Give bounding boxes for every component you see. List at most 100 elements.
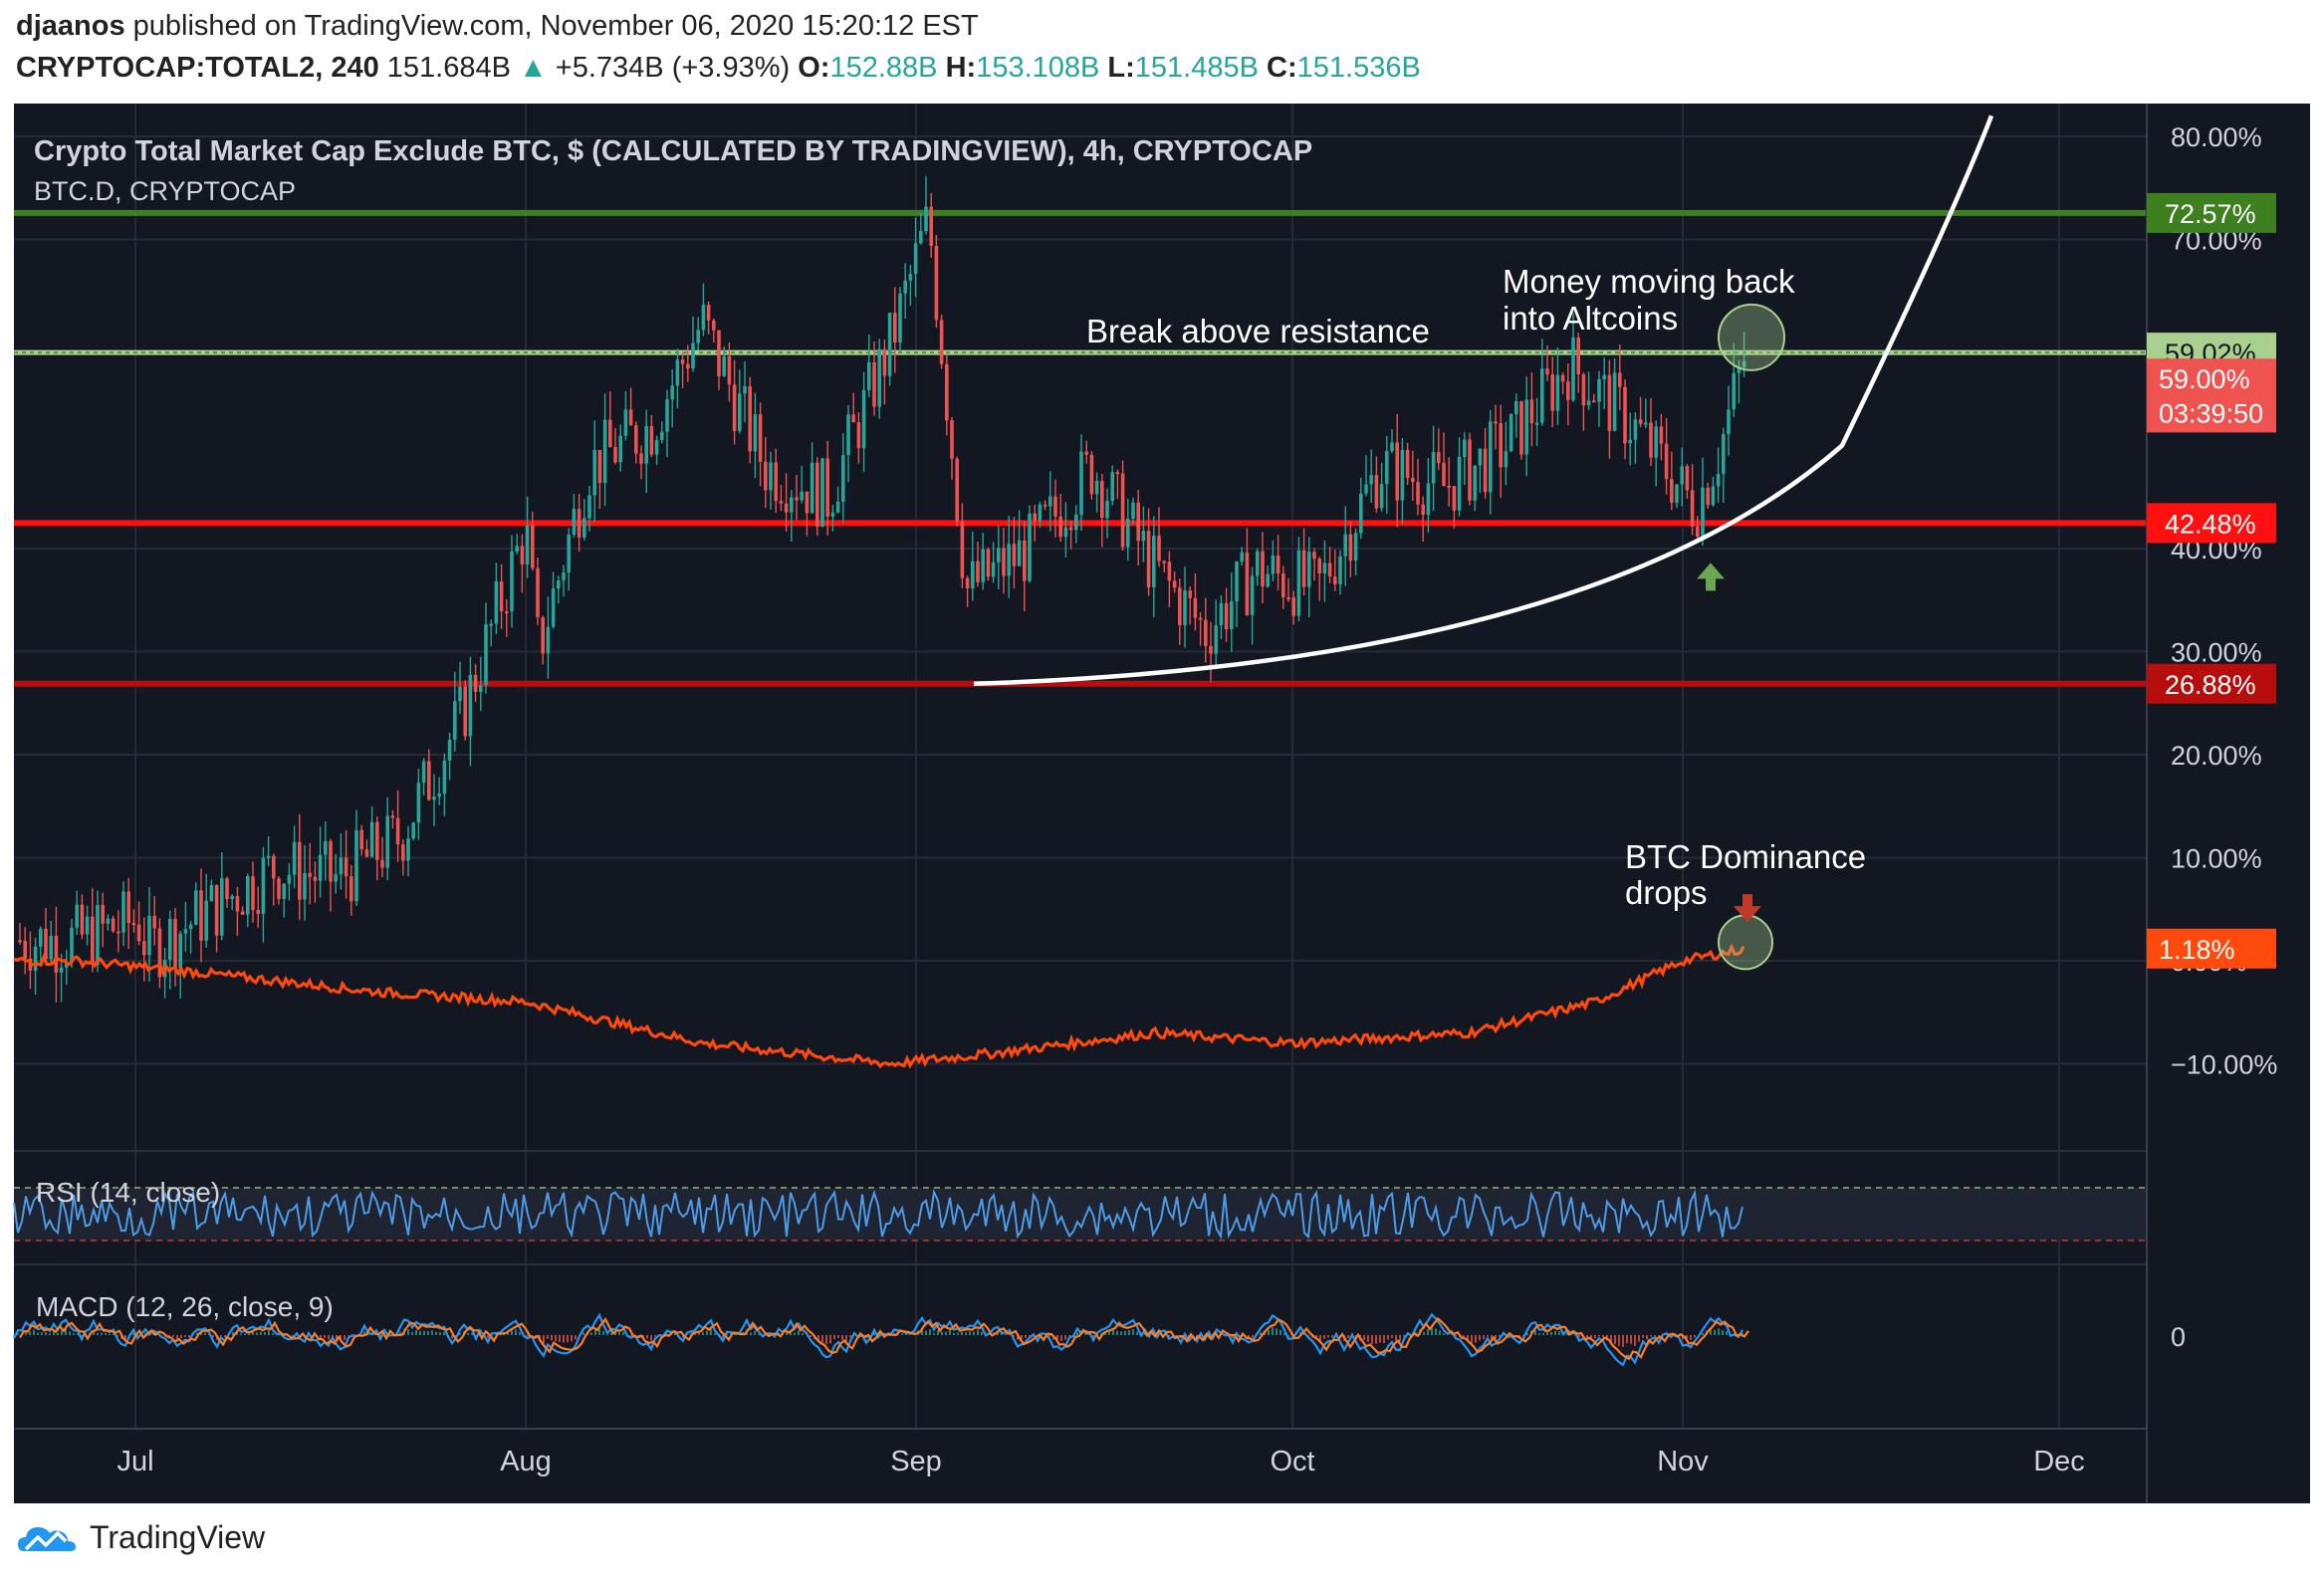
candle-body [287,874,292,884]
candle-body [70,927,74,963]
candle-body [380,859,384,868]
candle-body [96,905,100,966]
candle-body [1499,423,1503,468]
candle-body [1100,481,1104,519]
candle-body [1597,379,1601,402]
candle-body [608,419,612,447]
candle-body [411,822,415,839]
candle-body [887,313,892,376]
axes: 80.00%70.00%40.00%30.00%20.00%10.00%0.00… [14,104,2277,1503]
candle-body [536,567,540,618]
candle-body [577,509,581,538]
candle-body [1152,536,1156,587]
candle-body [499,581,504,612]
candle-body [468,674,473,737]
candle-body [1230,601,1234,630]
open-value: 152.88B [829,52,938,84]
candle-body [986,549,991,577]
candle-body [1524,399,1528,455]
candle-body [1007,544,1011,576]
candle-body [800,491,804,501]
candle-body [623,409,628,436]
candle-body [1529,399,1534,424]
candle-body [1038,504,1043,522]
candle-body [318,854,323,881]
tradingview-footer: TradingView [16,1517,265,1557]
price-chart[interactable]: 80.00%70.00%40.00%30.00%20.00%10.00%0.00… [0,100,2324,1503]
candle-body [1317,559,1321,574]
candle-body [618,435,622,463]
highlight-circle-top [1718,303,1785,371]
candle-body [1732,372,1736,410]
candle-body [861,389,866,449]
level-tag-text: 26.88% [2165,670,2256,700]
candle-body [1094,481,1099,495]
candle-body [401,844,405,861]
candle-body [1110,472,1114,502]
candle-body [1421,504,1425,516]
candle-body [830,512,835,517]
high-value: 153.108B [976,52,1100,84]
candle-body [220,878,224,936]
candle-body [390,815,395,818]
candle-body [1722,433,1726,474]
candle-body [1607,374,1612,431]
candle-body [1545,368,1549,375]
candle-body [432,796,436,800]
y-tick-label: 80.00% [2171,122,2262,152]
candle-body [152,915,156,929]
candle-body [784,503,789,513]
candle-body [991,562,996,577]
annotation-marks [1697,303,1785,971]
candle-body [1188,590,1192,598]
up-arrow-icon: ▲ [519,52,548,84]
candle-series [18,175,1746,1004]
candle-body [75,904,79,928]
candle-body [1126,519,1130,548]
candle-body [282,883,286,899]
annotation-money-line2: into Altcoins [1503,300,1678,337]
candle-body [1659,426,1664,444]
annotation-dominance-line1: BTC Dominance [1625,838,1866,875]
candle-body [1369,475,1373,485]
candle-body [1509,414,1513,452]
candle-body [1048,496,1052,507]
candle-body [1266,573,1270,587]
candle-body [1172,580,1177,588]
candle-body [91,916,95,966]
candle-body [1426,483,1431,516]
tradingview-brand[interactable]: TradingView [90,1518,266,1555]
candle-body [1261,551,1265,587]
price-tag-text: 1.18% [2159,935,2235,965]
candle-body [147,915,151,956]
candle-body [1120,473,1125,548]
candle-body [1364,484,1368,494]
low-value: 151.485B [1134,52,1259,84]
candle-body [1183,590,1187,625]
candle-body [582,518,586,538]
candle-body [541,617,545,654]
trend-curve [973,114,1994,687]
symbol-label[interactable]: CRYPTOCAP:TOTAL2, 240 [16,52,379,84]
candle-body [1675,484,1679,503]
level-tag-bg [2147,503,2276,544]
candle-body [349,876,353,902]
level-tag-bg [2147,663,2276,704]
candle-body [173,918,177,969]
candle-body [463,686,467,737]
candle-body [23,940,27,959]
candle-body [1379,484,1384,509]
candle-body [359,829,363,850]
author-name[interactable]: djaanos [16,10,125,42]
candle-body [1162,561,1166,564]
candle-body [846,414,850,456]
candle-body [882,348,887,376]
candle-body [1256,551,1260,576]
candle-body [421,761,426,784]
macd-label: MACD (12, 26, close, 9) [36,1291,334,1322]
candle-body [1670,479,1674,503]
candle-body [214,884,219,936]
candle-body [1576,338,1580,375]
candle-body [1235,562,1239,602]
candle-body [395,817,400,845]
